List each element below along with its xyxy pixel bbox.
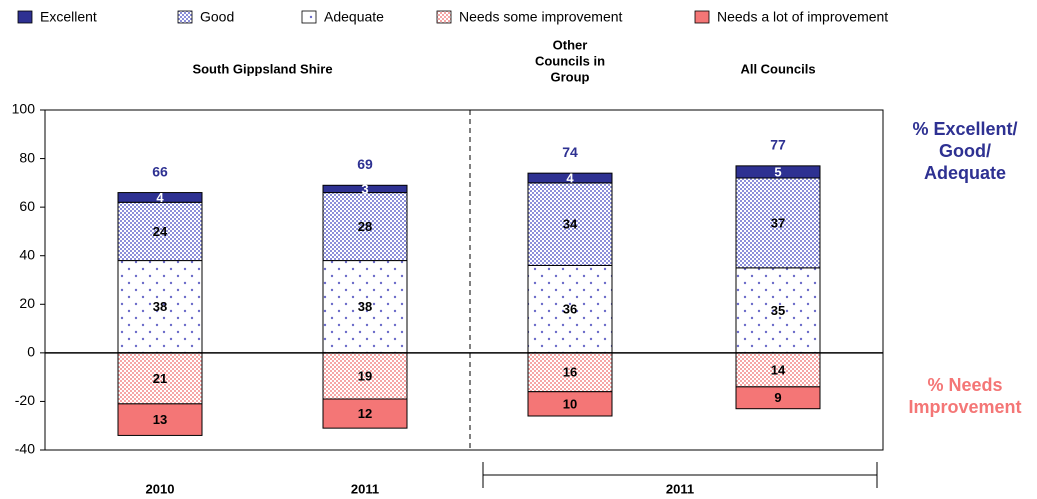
legend-label: Excellent <box>40 9 97 25</box>
bar-segment <box>735 177 821 269</box>
total-label: 74 <box>562 144 578 160</box>
annotation: Good/ <box>939 141 991 161</box>
value-label: 14 <box>771 362 786 377</box>
bar-segment <box>735 267 821 354</box>
value-label: 21 <box>153 371 167 386</box>
group-label: Other <box>553 37 588 52</box>
y-tick-label: -40 <box>15 441 35 457</box>
bar-segment <box>527 172 613 184</box>
legend-label: Adequate <box>324 9 384 25</box>
y-tick-label: 60 <box>19 198 35 214</box>
bar-segment <box>322 352 408 400</box>
value-label: 38 <box>358 299 372 314</box>
value-label: 9 <box>774 390 781 405</box>
total-label: 69 <box>357 156 373 172</box>
bar-segment <box>527 352 613 393</box>
annotation: % Excellent/ <box>912 119 1017 139</box>
legend-swatch <box>301 10 317 24</box>
value-label: 4 <box>566 170 574 185</box>
bracket <box>482 462 878 488</box>
value-label: 4 <box>156 190 164 205</box>
bar-segment <box>527 264 613 354</box>
value-label: 36 <box>563 302 577 317</box>
legend-swatch <box>17 10 33 24</box>
legend-swatch <box>177 10 193 24</box>
total-label: 77 <box>770 137 786 153</box>
y-tick-label: 40 <box>19 246 35 262</box>
y-tick-label: 20 <box>19 295 35 311</box>
x-tick-label: 2011 <box>351 481 379 496</box>
bar-segment <box>117 192 203 203</box>
legend-swatch <box>436 10 452 24</box>
value-label: 10 <box>563 396 577 411</box>
legend-label: Needs some improvement <box>459 9 623 25</box>
total-label: 66 <box>152 163 168 179</box>
bar-segment <box>735 386 821 410</box>
y-tick-label: 0 <box>27 344 35 360</box>
value-label: 3 <box>361 181 368 196</box>
value-label: 38 <box>153 299 167 314</box>
bar-segment <box>735 352 821 388</box>
bar-segment <box>322 260 408 354</box>
bar-segment <box>527 182 613 266</box>
group-label: South Gippsland Shire <box>192 61 332 76</box>
group-label: All Councils <box>740 61 815 76</box>
value-label: 16 <box>563 365 577 380</box>
bar-segment <box>322 184 408 194</box>
legend-label: Needs a lot of improvement <box>717 9 888 25</box>
legend-swatch <box>694 10 710 24</box>
bar-segment <box>117 260 203 354</box>
bar-segment <box>117 403 203 436</box>
y-tick-label: 80 <box>19 149 35 165</box>
y-tick-label: 100 <box>12 101 36 117</box>
value-label: 13 <box>153 412 167 427</box>
bracket-label: 2011 <box>666 481 694 496</box>
group-label: Councils in <box>535 53 605 68</box>
value-label: 12 <box>358 406 372 421</box>
value-label: 19 <box>358 368 372 383</box>
annotation: Adequate <box>924 163 1006 183</box>
value-label: 28 <box>358 219 372 234</box>
plot-frame <box>44 109 884 451</box>
bar-segment <box>117 201 203 262</box>
bar-segment <box>735 165 821 179</box>
legend-label: Good <box>200 9 234 25</box>
annotation: Improvement <box>908 397 1021 417</box>
bar-segment <box>322 192 408 262</box>
value-label: 35 <box>771 303 785 318</box>
bar-segment <box>117 352 203 405</box>
x-tick-label: 2010 <box>146 481 175 496</box>
value-label: 24 <box>153 224 168 239</box>
annotation: % Needs <box>927 375 1002 395</box>
group-label: Group <box>551 69 590 84</box>
bar-segment <box>322 398 408 429</box>
value-label: 37 <box>771 215 785 230</box>
value-label: 5 <box>774 164 781 179</box>
y-tick-label: -20 <box>15 392 35 408</box>
bar-segment <box>527 391 613 417</box>
value-label: 34 <box>563 217 578 232</box>
